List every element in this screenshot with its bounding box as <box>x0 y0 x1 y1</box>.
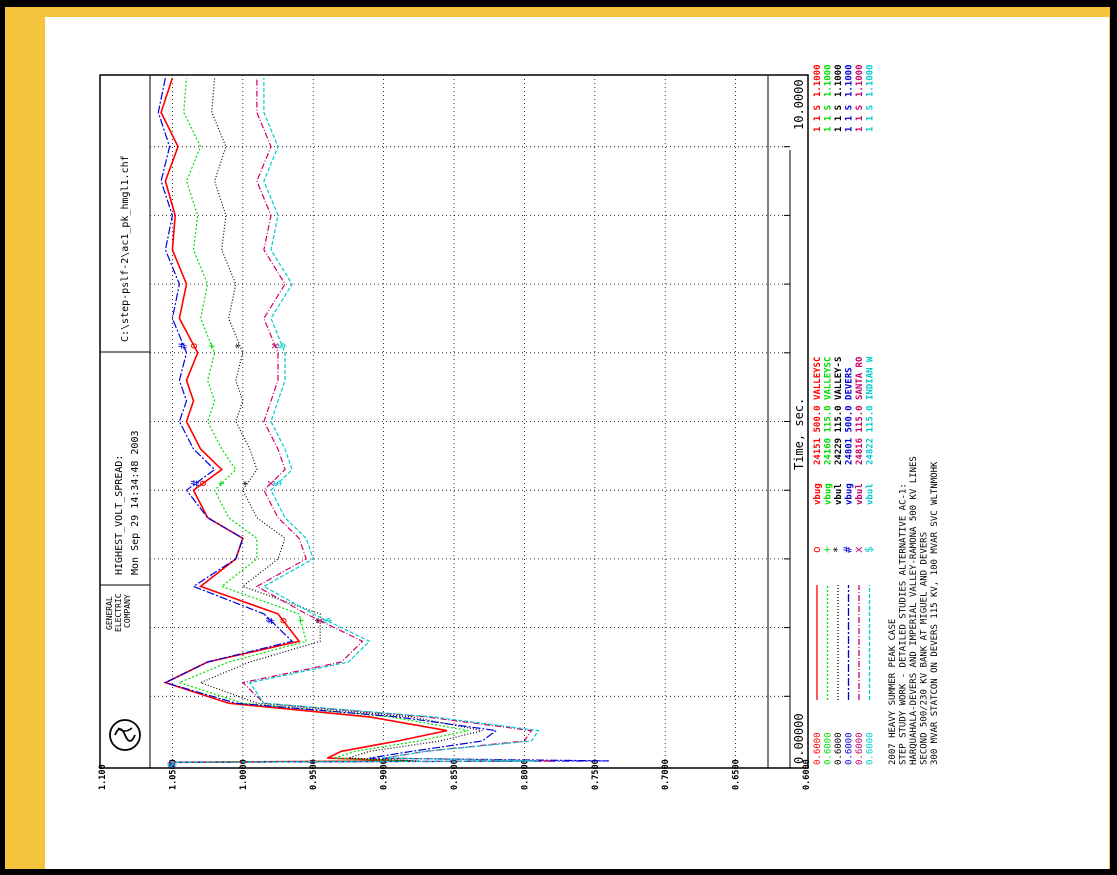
x-end-label: 10.0000 <box>792 79 806 130</box>
legend-max-2: 1.1000 <box>824 64 834 97</box>
legend-max-5: 1.1000 <box>855 64 865 97</box>
footer-note-3: HARQUAHALA-DEVERS AND IMPERIAL VALLEY-RA… <box>909 456 919 765</box>
legend-name-2: 24160 115.0 VALLEYSC <box>824 357 834 465</box>
series-marker-5: x <box>268 342 281 349</box>
legend-var-4: vbug <box>845 483 855 505</box>
legend-min-6: 0.6000 <box>866 732 876 765</box>
legend-name-4: 24801 500.0 DEVERS <box>845 367 855 465</box>
chart-date: Mon Sep 29 14:34:48 2003 <box>130 431 141 576</box>
y-tick-label: 0.8500 <box>450 759 460 790</box>
series-line-3 <box>171 77 483 765</box>
plot-root: 0.6000 0.6500 0.7000 0.7500 0.8000 0.8500 0.90… <box>98 64 940 790</box>
legend-marker-4: # <box>842 546 855 553</box>
legend-var-3: vbul <box>834 483 844 505</box>
legend-name-5: 24816 115.0 SANTA RO <box>855 356 865 465</box>
legend-max-4: 1.1000 <box>845 64 855 97</box>
series-marker-5: x <box>264 480 277 487</box>
legend-marker-5: x <box>852 546 865 553</box>
footer-note-4: SECOND 500/230 KV BANK AT MIGUEL AND DEV… <box>920 532 930 765</box>
series-marker-1: o <box>196 480 209 487</box>
legend-name-1: 24151 500.0 VALLEYSC <box>813 357 823 465</box>
series-line-1 <box>160 77 448 765</box>
series-marker-6: $ <box>271 480 284 487</box>
y-tick-label: 0.7500 <box>591 759 601 790</box>
footer-note-2: STEP STUDY WORK - DETAILED STUDIES ALTER… <box>899 483 909 765</box>
legend-flags-1: 1 1 S <box>813 105 823 132</box>
y-tick-label: 0.9500 <box>309 759 319 790</box>
series-marker-4: # <box>189 480 202 487</box>
legend-marker-2: + <box>821 546 834 553</box>
legend-var-5: vbul <box>855 483 865 505</box>
series-line-2 <box>171 77 469 765</box>
plot-sheet: 0.6000 0.6500 0.7000 0.7500 0.8000 0.8500 0.90… <box>45 17 1109 869</box>
rotated-plot: 0.6000 0.6500 0.7000 0.7500 0.8000 0.8500 0.90… <box>98 64 940 790</box>
legend-min-5: 0.6000 <box>855 732 865 765</box>
series-marker-3: * <box>233 343 246 350</box>
y-tick-label: 1.100 <box>98 764 108 790</box>
legend-flags-2: 1 1 S <box>824 105 834 132</box>
legend-flags-5: 1 1 S <box>855 105 865 132</box>
legend-max-6: 1.1000 <box>866 64 876 97</box>
x-start-label: 0.00000 <box>792 713 806 764</box>
legend-min-3: 0.6000 <box>834 732 844 765</box>
legend-flags-6: 1 1 S <box>866 105 876 132</box>
series-line-4 <box>157 77 609 765</box>
series-line-5 <box>171 78 553 765</box>
company-line-3: COMPANY <box>123 594 132 628</box>
legend-marker-6: $ <box>863 546 876 553</box>
series-marker-5: x <box>313 617 326 624</box>
legend-name-3: 24229 115.0 VALLEY-S <box>834 357 844 465</box>
chart-title: HIGHEST_VOLT_SPREAD: <box>114 455 125 575</box>
legend-flags-3: 1 1 S <box>834 105 844 132</box>
y-tick-label: 0.7000 <box>661 759 671 790</box>
legend-min-4: 0.6000 <box>845 732 855 765</box>
company-line-2: ELECTRIC <box>114 593 123 632</box>
series-marker-1: o <box>187 343 200 350</box>
legend-var-2: vbug <box>824 483 834 505</box>
series-marker-1: o <box>276 617 289 624</box>
legend-max-1: 1.1000 <box>813 64 823 97</box>
legend-var-1: vbug <box>813 483 823 505</box>
x-axis-label: Time, sec. <box>792 398 806 470</box>
paper-background: 0.6000 0.6500 0.7000 0.7500 0.8000 0.8500 0.90… <box>5 7 1110 869</box>
series-line-6 <box>171 78 540 765</box>
y-tick-label: 1.0000 <box>239 759 249 790</box>
legend-flags-4: 1 1 S <box>845 105 855 132</box>
series-marker-2: + <box>215 480 228 487</box>
legend-min-2: 0.6000 <box>824 732 834 765</box>
series-marker-4: # <box>264 617 277 624</box>
series-marker-3: * <box>240 480 253 487</box>
series-marker-4: # <box>177 342 190 349</box>
company-line-1: GENERAL <box>105 596 114 630</box>
series-marker-6: $ <box>275 343 288 350</box>
y-tick-label: 0.6000 <box>802 759 812 790</box>
series-marker-6: $ <box>320 617 333 624</box>
footer-note-5: 300 MVAR STATCON ON DEVERS 115 KV, 100 M… <box>930 461 940 765</box>
legend-marker-3: * <box>831 546 844 553</box>
legend-name-6: 24822 115.0 INDIAN W <box>866 356 876 465</box>
ge-logo <box>109 719 141 751</box>
legend-var-6: vbul <box>866 483 876 505</box>
file-path: C:\step-pslf-2\ac1_pk_hmgl1.chf <box>120 155 131 342</box>
legend-max-3: 1.1000 <box>834 64 844 97</box>
series-marker-2: + <box>205 342 218 349</box>
legend-marker-1: o <box>810 546 823 553</box>
series-marker-6: $ <box>165 762 178 769</box>
legend-min-1: 0.6000 <box>813 732 823 765</box>
series-marker-2: + <box>294 617 307 624</box>
footer-note-1: 2007 HEAVY SUMMER PEAK CASE <box>888 619 898 765</box>
y-tick-label: 0.6500 <box>732 759 742 790</box>
y-tick-label: 1.0500 <box>168 759 178 790</box>
y-tick-label: 0.8000 <box>520 759 530 790</box>
y-tick-label: 0.9000 <box>380 759 390 790</box>
